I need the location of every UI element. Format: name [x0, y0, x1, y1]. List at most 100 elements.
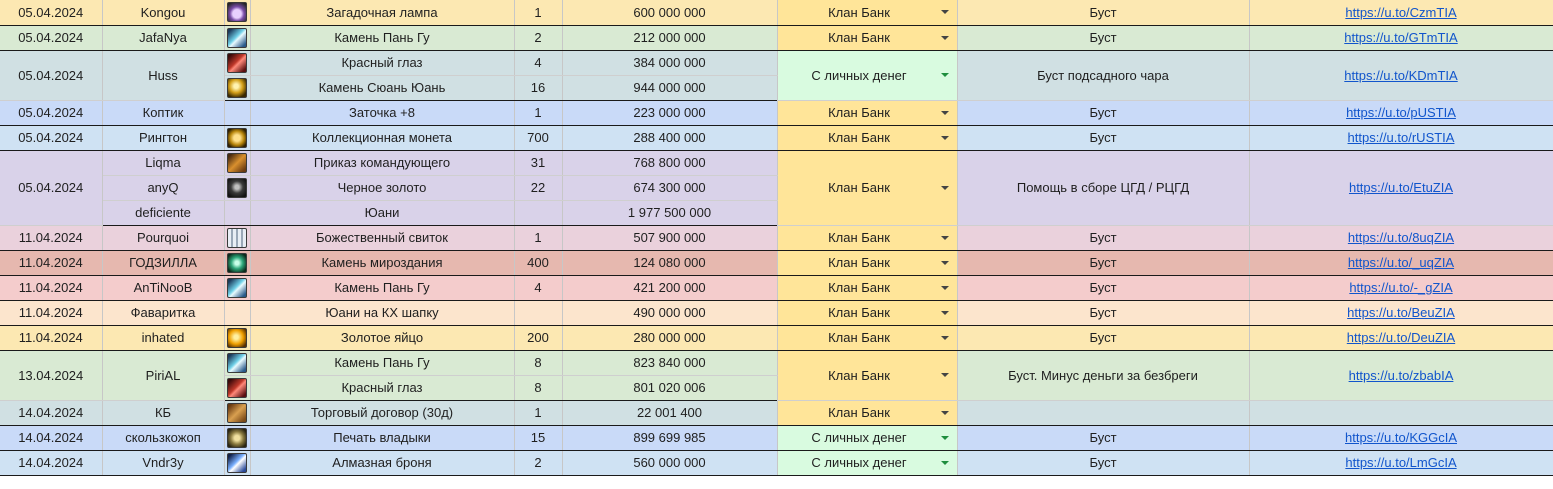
link-cell[interactable]: https://u.to/GTmTIA: [1249, 25, 1553, 51]
amount-cell[interactable]: 384 000 000: [562, 50, 778, 76]
item-icon-cell[interactable]: [224, 125, 251, 151]
source-dropdown-cell[interactable]: Клан Банк: [777, 325, 958, 351]
link-cell[interactable]: https://u.to/KDmTIA: [1249, 50, 1553, 101]
nickname-cell[interactable]: Фаваритка: [102, 300, 225, 326]
purpose-cell[interactable]: Буст: [957, 250, 1250, 276]
nickname-cell[interactable]: Vndr3y: [102, 450, 225, 476]
purpose-cell[interactable]: Буст. Минус деньги за безбреги: [957, 350, 1250, 401]
nickname-cell[interactable]: Рингтон: [102, 125, 225, 151]
purpose-cell[interactable]: Буст: [957, 25, 1250, 51]
amount-cell[interactable]: 899 699 985: [562, 425, 778, 451]
item-name-cell[interactable]: Коллекционная монета: [250, 125, 515, 151]
source-dropdown-cell[interactable]: С личных денег: [777, 450, 958, 476]
item-icon-cell[interactable]: [224, 400, 251, 426]
dropdown-arrow-icon[interactable]: [940, 460, 949, 465]
nickname-cell[interactable]: Kongou: [102, 0, 225, 26]
purpose-cell[interactable]: Буст: [957, 225, 1250, 251]
source-dropdown-cell[interactable]: Клан Банк: [777, 0, 958, 26]
item-name-cell[interactable]: Камень Пань Гу: [250, 25, 515, 51]
quantity-cell[interactable]: 2: [514, 25, 563, 51]
dropdown-arrow-icon[interactable]: [940, 373, 949, 377]
nickname-cell[interactable]: inhated: [102, 325, 225, 351]
quantity-cell[interactable]: 16: [514, 75, 563, 101]
amount-cell[interactable]: 223 000 000: [562, 100, 778, 126]
source-dropdown-cell[interactable]: С личных денег: [777, 425, 958, 451]
shortlink[interactable]: https://u.to/EtuZIA: [1348, 180, 1454, 195]
nickname-cell[interactable]: Liqma: [102, 150, 225, 176]
amount-cell[interactable]: 823 840 000: [562, 350, 778, 376]
date-cell[interactable]: 14.04.2024: [0, 425, 103, 451]
amount-cell[interactable]: 421 200 000: [562, 275, 778, 301]
amount-cell[interactable]: 600 000 000: [562, 0, 778, 26]
item-icon-cell[interactable]: [224, 250, 251, 276]
link-cell[interactable]: https://u.to/EtuZIA: [1249, 150, 1553, 226]
item-icon-cell[interactable]: [224, 350, 251, 376]
purpose-cell[interactable]: Буст: [957, 325, 1250, 351]
item-icon-cell[interactable]: [224, 200, 251, 226]
nickname-cell[interactable]: ГОДЗИЛЛА: [102, 250, 225, 276]
quantity-cell[interactable]: 8: [514, 375, 563, 401]
nickname-cell[interactable]: КБ: [102, 400, 225, 426]
link-cell[interactable]: https://u.to/BeuZIA: [1249, 300, 1553, 326]
link-cell[interactable]: https://u.to/pUSTIA: [1249, 100, 1553, 126]
date-cell[interactable]: 14.04.2024: [0, 400, 103, 426]
item-icon-cell[interactable]: [224, 425, 251, 451]
nickname-cell[interactable]: Коптик: [102, 100, 225, 126]
date-cell[interactable]: 11.04.2024: [0, 250, 103, 276]
date-cell[interactable]: 11.04.2024: [0, 275, 103, 301]
date-cell[interactable]: 05.04.2024: [0, 0, 103, 26]
source-dropdown-cell[interactable]: С личных денег: [777, 50, 958, 101]
quantity-cell[interactable]: 400: [514, 250, 563, 276]
amount-cell[interactable]: 22 001 400: [562, 400, 778, 426]
purpose-cell[interactable]: Буст: [957, 425, 1250, 451]
item-name-cell[interactable]: Камень мироздания: [250, 250, 515, 276]
quantity-cell[interactable]: 8: [514, 350, 563, 376]
quantity-cell[interactable]: 1: [514, 0, 563, 26]
item-name-cell[interactable]: Черное золото: [250, 175, 515, 201]
date-cell[interactable]: 14.04.2024: [0, 450, 103, 476]
source-dropdown-cell[interactable]: Клан Банк: [777, 250, 958, 276]
link-cell[interactable]: https://u.to/8uqZIA: [1249, 225, 1553, 251]
link-cell[interactable]: https://u.to/CzmTIA: [1249, 0, 1553, 26]
item-name-cell[interactable]: Юани: [250, 200, 515, 226]
item-name-cell[interactable]: Красный глаз: [250, 50, 515, 76]
quantity-cell[interactable]: 4: [514, 50, 563, 76]
link-cell[interactable]: https://u.to/zbabIA: [1249, 350, 1553, 401]
item-name-cell[interactable]: Камень Пань Гу: [250, 275, 515, 301]
shortlink[interactable]: https://u.to/KDmTIA: [1344, 67, 1458, 83]
quantity-cell[interactable]: [514, 200, 563, 226]
shortlink[interactable]: https://u.to/8uqZIA: [1347, 230, 1455, 245]
date-cell[interactable]: 11.04.2024: [0, 325, 103, 351]
item-name-cell[interactable]: Красный глаз: [250, 375, 515, 401]
item-name-cell[interactable]: Камень Сюань Юань: [250, 75, 515, 101]
amount-cell[interactable]: 944 000 000: [562, 75, 778, 101]
link-cell[interactable]: https://u.to/LmGcIA: [1249, 450, 1553, 476]
purpose-cell[interactable]: Буст: [957, 300, 1250, 326]
purpose-cell[interactable]: [957, 400, 1250, 426]
link-cell[interactable]: https://u.to/_uqZIA: [1249, 250, 1553, 276]
date-cell[interactable]: 05.04.2024: [0, 125, 103, 151]
dropdown-arrow-icon[interactable]: [940, 10, 949, 15]
shortlink[interactable]: https://u.to/_uqZIA: [1347, 255, 1455, 270]
item-icon-cell[interactable]: [224, 25, 251, 51]
amount-cell[interactable]: 674 300 000: [562, 175, 778, 201]
source-dropdown-cell[interactable]: Клан Банк: [777, 225, 958, 251]
amount-cell[interactable]: 280 000 000: [562, 325, 778, 351]
amount-cell[interactable]: 768 800 000: [562, 150, 778, 176]
item-icon-cell[interactable]: [224, 375, 251, 401]
source-dropdown-cell[interactable]: Клан Банк: [777, 100, 958, 126]
item-icon-cell[interactable]: [224, 100, 251, 126]
shortlink[interactable]: https://u.to/zbabIA: [1348, 367, 1454, 383]
amount-cell[interactable]: 288 400 000: [562, 125, 778, 151]
purpose-cell[interactable]: Буст: [957, 100, 1250, 126]
purpose-cell[interactable]: Буст: [957, 0, 1250, 26]
item-name-cell[interactable]: Божественный свиток: [250, 225, 515, 251]
dropdown-arrow-icon[interactable]: [940, 110, 949, 115]
nickname-cell[interactable]: скользкожоп: [102, 425, 225, 451]
source-dropdown-cell[interactable]: Клан Банк: [777, 150, 958, 226]
item-icon-cell[interactable]: [224, 175, 251, 201]
purpose-cell[interactable]: Буст: [957, 450, 1250, 476]
item-icon-cell[interactable]: [224, 450, 251, 476]
item-icon-cell[interactable]: [224, 275, 251, 301]
source-dropdown-cell[interactable]: Клан Банк: [777, 275, 958, 301]
